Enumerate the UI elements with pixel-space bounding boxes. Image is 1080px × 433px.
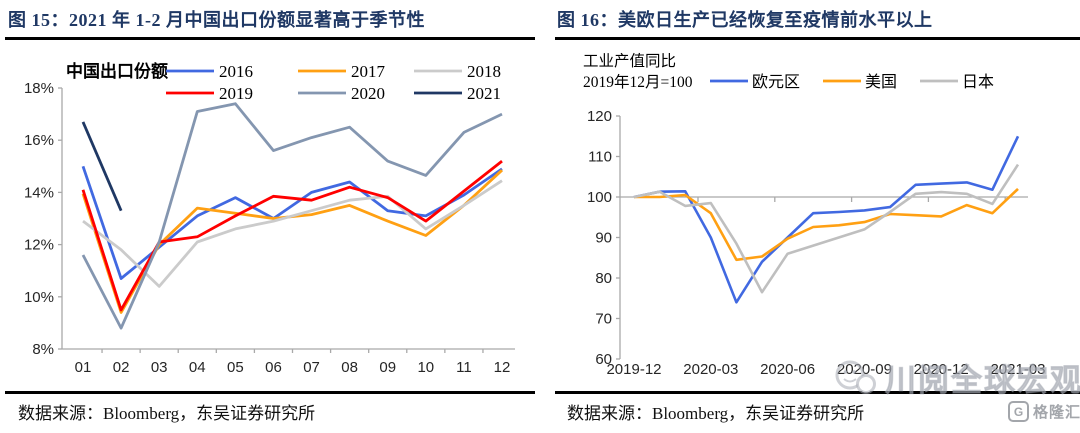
x-tick-label: 06 [265, 359, 282, 376]
y-tick-label: 110 [588, 149, 612, 166]
legend-label-欧元区: 欧元区 [752, 73, 800, 91]
figure-16-title: 图 16：美欧日生产已经恢复至疫情前水平以上 [557, 10, 933, 30]
x-tick-label: 03 [151, 359, 168, 376]
gelonghui-logo-icon: G [1008, 401, 1029, 422]
x-tick-label: 2021-03 [990, 361, 1045, 378]
series-line-2016 [81, 165, 503, 280]
x-tick-label: 2020-03 [683, 361, 738, 378]
x-tick-label: 10 [417, 359, 434, 376]
x-tick-label: 07 [303, 359, 320, 376]
legend-label-美国: 美国 [865, 73, 897, 91]
gelonghui-logo-text: 格隆汇 [1033, 405, 1080, 421]
unit-label-line1: 工业产值同比 [583, 52, 676, 70]
unit-label-line2: 2019年12月=100 [583, 73, 693, 91]
legend-label-2019: 2019 [219, 84, 253, 103]
footer-divider-right [555, 391, 1080, 394]
x-tick-label: 05 [227, 359, 244, 376]
series-line-2019 [81, 160, 503, 312]
x-tick-label: 2020-12 [914, 361, 969, 378]
title-divider-left [5, 37, 535, 40]
x-tick-label: 2020-09 [837, 361, 892, 378]
x-tick-label: 08 [341, 359, 358, 376]
x-tick-label: 02 [113, 359, 130, 376]
series-line-2018 [82, 179, 503, 288]
gelonghui-logo: G 格隆汇 [1008, 401, 1080, 422]
y-tick-label: 60 [595, 351, 612, 368]
x-tick-label: 2020-06 [760, 361, 815, 378]
series-line-美国 [634, 187, 1019, 262]
china-export-share-chart: 18% 16% 14% 12% 10% 8% 01 02 03 04 05 06 07 08 09 10 11 1… [24, 61, 515, 376]
x-tick-label: 12 [494, 359, 511, 376]
gelonghui-logo-letter: G [1013, 404, 1024, 419]
legend-label-2018: 2018 [467, 62, 501, 81]
y-tick-label: 70 [595, 311, 612, 328]
legend-label-2020: 2020 [351, 84, 385, 103]
x-tick-label: 01 [75, 359, 92, 376]
series-line-2020 [81, 102, 503, 330]
figure-15-title: 图 15：2021 年 1-2 月中国出口份额显著高于季节性 [8, 10, 425, 30]
y-tick-label: 14% [24, 184, 54, 201]
x-tick-label: 11 [456, 359, 472, 376]
data-source-note-left: 数据来源：Bloomberg，东吴证券研究所 [18, 404, 316, 423]
y-tick-label: 90 [595, 230, 612, 247]
y-tick-label: 100 [587, 189, 612, 206]
legend-label-2016: 2016 [219, 62, 253, 81]
x-tick-label: 09 [379, 359, 396, 376]
y-tick-label: 16% [24, 132, 54, 149]
legend-title: 中国出口份额 [66, 61, 168, 81]
legend-label-2017: 2017 [351, 62, 386, 81]
footer-divider-left [5, 391, 535, 394]
legend-label-日本: 日本 [962, 73, 994, 91]
y-tick-label: 10% [24, 289, 54, 306]
data-source-note-right: 数据来源：Bloomberg，东吴证券研究所 [567, 404, 865, 423]
y-tick-label: 18% [24, 80, 54, 97]
title-divider-right [555, 37, 1080, 40]
series-line-2021 [81, 121, 123, 212]
series-line-2017 [81, 169, 503, 314]
x-tick-label: 04 [189, 359, 206, 376]
x-tick-label: 2019-12 [606, 361, 661, 378]
legend-label-2021: 2021 [467, 84, 501, 103]
y-tick-label: 120 [587, 108, 612, 125]
y-tick-label: 80 [595, 270, 612, 287]
y-tick-label: 8% [32, 341, 54, 358]
series-line-欧元区 [633, 135, 1020, 304]
y-tick-label: 12% [24, 237, 54, 254]
series-line-日本 [633, 163, 1020, 294]
